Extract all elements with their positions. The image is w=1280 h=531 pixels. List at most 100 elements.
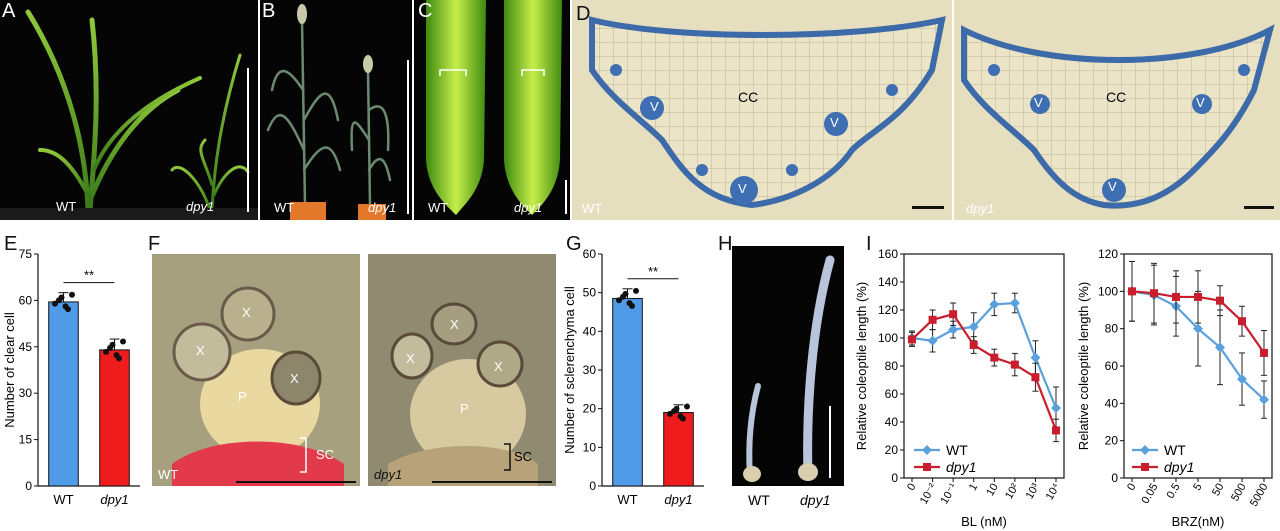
- chart-i-brz-response: 0 20 40 60 80 100 120 Relative coleoptile lengt…: [1076, 247, 1273, 529]
- vascular-wt-illustration: [152, 254, 360, 486]
- phloem-label: P: [238, 389, 247, 404]
- vascular-bundle-label: V: [650, 99, 659, 114]
- panel-letter-h: H: [718, 233, 733, 255]
- dpy1-label: dpy1: [374, 467, 403, 482]
- x-tick-label: 10³: [1024, 481, 1043, 501]
- xylem-label: X: [196, 343, 205, 358]
- wt-label: WT: [582, 201, 603, 216]
- data-point: [949, 310, 958, 319]
- vascular-dpy1-illustration: [368, 254, 556, 486]
- panel-f-micrograph-wt: X X X P SC WT: [152, 254, 360, 486]
- data-point: [677, 413, 684, 420]
- significance-marker: **: [648, 264, 658, 279]
- panel-letter-c: C: [418, 0, 433, 22]
- data-point: [113, 352, 120, 359]
- panel-letter-i: I: [866, 233, 872, 255]
- data-point: [1010, 360, 1019, 369]
- dpy1-label: dpy1: [186, 199, 215, 214]
- legend-marker: [1141, 463, 1149, 471]
- y-tick-label: 40: [885, 415, 899, 429]
- data-point: [969, 341, 978, 349]
- y-tick-label: 160: [878, 247, 898, 261]
- chart-e-clear-cell: 0 15 30 45 60 75 Number of clear cell WT dpy1 **: [2, 247, 140, 507]
- data-point: [626, 300, 633, 307]
- y-tick-label: 30: [583, 363, 597, 377]
- data-point: [1238, 317, 1246, 326]
- data-point: [1051, 403, 1061, 413]
- data-point: [684, 403, 691, 410]
- bar: [48, 301, 79, 487]
- chart-g-sclerenchyma-cell: 0 10 20 30 40 50 60 Number of sclerenchyma cell…: [562, 247, 704, 507]
- panel-letter-d: D: [576, 3, 591, 25]
- x-tick-label: 1: [967, 482, 980, 493]
- data-point: [1031, 373, 1040, 382]
- x-tick-label: 10²: [1003, 481, 1022, 501]
- legend-label: WT: [946, 442, 968, 458]
- vascular-bundle-label: V: [1034, 95, 1043, 110]
- y-tick-label: 120: [1098, 247, 1118, 261]
- cc-label: CC: [738, 89, 759, 105]
- data-point: [948, 324, 959, 335]
- data-point: [69, 291, 76, 298]
- data-point: [989, 299, 1000, 310]
- wt-label: WT: [56, 199, 77, 214]
- sclerenchyma-label: SC: [514, 449, 533, 464]
- panel-letter-b: B: [262, 0, 276, 22]
- y-tick-label: 0: [891, 471, 898, 485]
- x-tick-label: 0: [1125, 482, 1138, 493]
- panel-letter-e: E: [4, 233, 18, 255]
- xylem-label: X: [450, 317, 459, 332]
- legend-label: dpy1: [1164, 459, 1194, 475]
- xylem-label: X: [242, 305, 251, 320]
- mature-plants-illustration: [266, 4, 409, 220]
- data-point: [1215, 342, 1225, 353]
- dpy1-label: dpy1: [368, 200, 397, 215]
- y-tick-label: 15: [19, 433, 33, 447]
- y-tick-label: 10: [583, 440, 597, 454]
- panel-d-micrograph-dpy1: CC V V V dpy1: [954, 0, 1280, 220]
- series-line: [911, 301, 1058, 409]
- x-tick-label: 0.05: [1139, 482, 1160, 507]
- data-point: [120, 338, 127, 345]
- cc-label: CC: [1106, 89, 1127, 105]
- vascular-bundle-label: V: [1196, 95, 1205, 110]
- x-tick-label: 10⁴: [1044, 481, 1063, 502]
- panel-c-photo: C WT dpy1: [414, 0, 570, 220]
- y-tick-label: 100: [878, 331, 898, 345]
- data-point: [928, 315, 937, 324]
- legend-label: WT: [1164, 442, 1186, 458]
- data-point: [1260, 348, 1268, 357]
- xylem-label: X: [494, 359, 503, 374]
- y-tick-label: 45: [19, 340, 33, 354]
- panel-h-photo: [732, 246, 844, 486]
- y-axis-label: Number of clear cell: [2, 312, 17, 428]
- data-point: [1150, 289, 1158, 298]
- data-point: [1216, 296, 1224, 305]
- x-tick-label: 10: [984, 482, 1001, 499]
- x-tick-label: 5: [1191, 482, 1204, 493]
- y-axis-label: Relative coleoptile length (%): [854, 282, 869, 450]
- data-point: [1128, 287, 1136, 296]
- legend-label: dpy1: [946, 459, 976, 475]
- plant-seedlings-illustration: [0, 9, 258, 220]
- bar: [663, 412, 694, 487]
- data-point: [102, 348, 109, 355]
- data-point: [927, 335, 938, 346]
- x-tick-label: 0: [905, 482, 918, 493]
- cross-section-dpy1-illustration: [961, 24, 1275, 209]
- y-tick-label: 75: [19, 247, 33, 261]
- wt-label: WT: [274, 200, 295, 215]
- x-tick-label: 10⁻²: [918, 481, 939, 506]
- vascular-bundle-label: V: [830, 115, 839, 130]
- data-point: [1172, 292, 1180, 301]
- data-point: [1009, 298, 1020, 308]
- vascular-bundle-label: V: [1108, 179, 1117, 194]
- data-point: [968, 321, 979, 332]
- wt-label: WT: [748, 492, 770, 508]
- dpy1-label: dpy1: [966, 201, 995, 216]
- y-tick-label: 120: [878, 303, 898, 317]
- data-point: [1052, 426, 1060, 435]
- dpy1-label: dpy1: [514, 200, 543, 215]
- xylem-label: X: [406, 351, 415, 366]
